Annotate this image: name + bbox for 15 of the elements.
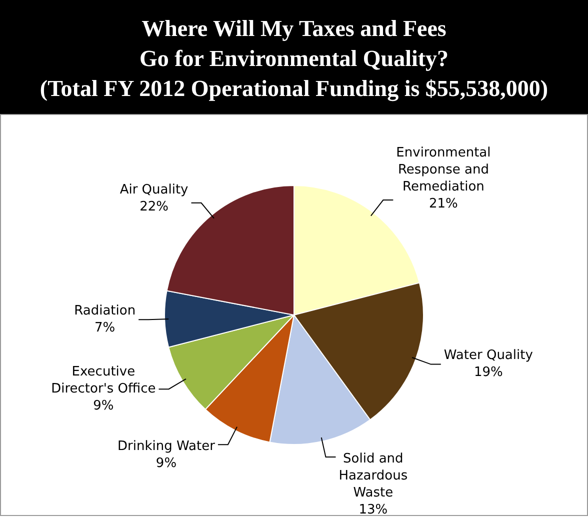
- chart-title: Where Will My Taxes and Fees Go for Environmental Quality? (Total FY 2012 Operational Funding is $55,538,000): [0, 0, 588, 114]
- slice-label: Air Quality: [120, 182, 189, 198]
- data-label: 21%: [429, 196, 458, 212]
- data-label: 22%: [140, 199, 168, 214]
- data-label: 9%: [93, 398, 114, 414]
- slice-label: Environmental Response and Remediation: [396, 145, 491, 194]
- data-label: 9%: [156, 456, 177, 472]
- data-label: 19%: [474, 365, 503, 380]
- slice-label: Drinking Water: [118, 439, 216, 454]
- slice-label: Water Quality: [444, 348, 534, 364]
- data-label: 13%: [358, 502, 388, 518]
- slice-label: Executive Director's Office: [51, 364, 156, 396]
- slice-label: Radiation: [74, 303, 136, 318]
- slice-label: Solid and Hazardous Waste: [338, 451, 408, 500]
- data-label: 7%: [94, 320, 116, 336]
